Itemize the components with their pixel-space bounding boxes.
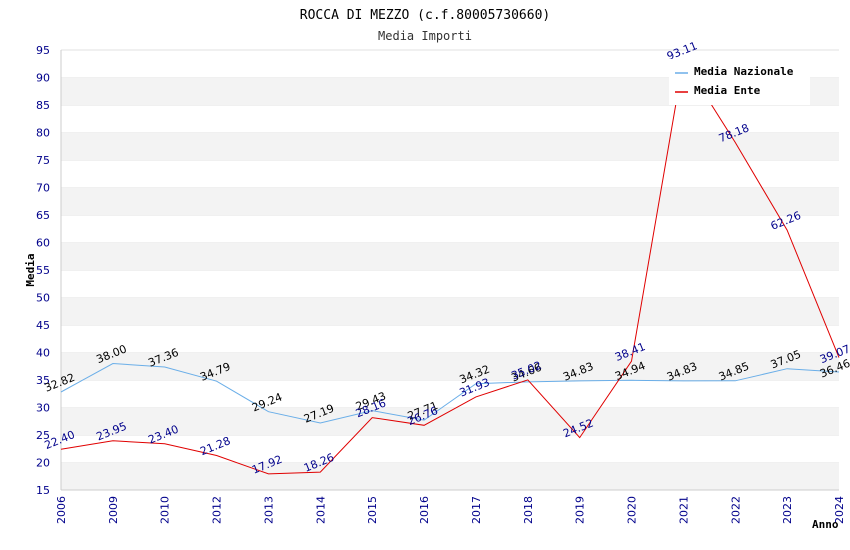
y-tick-label: 35 xyxy=(36,374,50,387)
y-tick-label: 70 xyxy=(36,182,50,195)
y-tick-label: 60 xyxy=(36,237,50,250)
y-tick-label: 50 xyxy=(36,292,50,305)
y-tick-label: 95 xyxy=(36,44,50,57)
grid-band xyxy=(61,435,839,463)
x-tick-label: 2019 xyxy=(574,496,587,524)
grid-band xyxy=(61,270,839,298)
y-tick-label: 65 xyxy=(36,209,50,222)
x-tick-label: 2014 xyxy=(314,496,327,524)
grid-band xyxy=(61,242,839,270)
x-tick-label: 2022 xyxy=(729,496,742,524)
grid-band xyxy=(61,105,839,133)
y-axis-label: Media xyxy=(24,253,37,286)
chart-subtitle: Media Importi xyxy=(378,29,472,43)
x-tick-label: 2021 xyxy=(677,496,690,524)
grid-band xyxy=(61,215,839,243)
x-tick-label: 2006 xyxy=(55,496,68,524)
y-tick-label: 25 xyxy=(36,429,50,442)
grid-band xyxy=(61,352,839,380)
axes xyxy=(60,50,839,491)
y-tick-label: 75 xyxy=(36,154,50,167)
x-tick-label: 2009 xyxy=(107,496,120,524)
x-tick-label: 2013 xyxy=(262,496,275,524)
y-tick-label: 15 xyxy=(36,484,50,497)
y-axis-ticks: 15 20 25 30 35 40 45 50 55 60 65 70 75 80 85 90 95 xyxy=(36,44,50,497)
grid-band xyxy=(61,297,839,325)
legend: Media Nazionale Media Ente xyxy=(669,59,810,105)
y-tick-label: 90 xyxy=(36,72,50,85)
x-axis-ticks: 2006 2009 2010 2012 2013 2014 2015 2016 2017 2018… xyxy=(55,496,846,524)
grid-band xyxy=(61,325,839,353)
grid-band xyxy=(61,132,839,160)
y-tick-label: 20 xyxy=(36,457,50,470)
grid-band xyxy=(61,187,839,215)
y-tick-label: 40 xyxy=(36,347,50,360)
x-axis-label: Anno xyxy=(812,518,839,531)
grid-band xyxy=(61,160,839,188)
x-tick-label: 2015 xyxy=(366,496,379,524)
x-tick-label: 2020 xyxy=(626,496,639,524)
y-tick-label: 55 xyxy=(36,264,50,277)
y-tick-label: 80 xyxy=(36,127,50,140)
legend-label-media-ente: Media Ente xyxy=(694,84,761,97)
series-line-media-nazionale xyxy=(60,362,840,424)
legend-label-media-nazionale: Media Nazionale xyxy=(694,65,794,78)
x-tick-label: 2018 xyxy=(522,496,535,524)
x-tick-label: 2010 xyxy=(159,496,172,524)
x-tick-label: 2024 xyxy=(833,496,846,524)
y-tick-label: 85 xyxy=(36,99,50,112)
x-tick-label: 2012 xyxy=(211,496,224,524)
y-tick-label: 45 xyxy=(36,319,50,332)
grid-band xyxy=(61,407,839,435)
chart-title: ROCCA DI MEZZO (c.f.80005730660) xyxy=(300,8,550,23)
x-tick-label: 2023 xyxy=(781,496,794,524)
grid-band xyxy=(61,462,839,490)
y-tick-label: 30 xyxy=(36,402,50,415)
grid-bands xyxy=(61,49,839,490)
x-tick-label: 2017 xyxy=(470,496,483,524)
legend-box xyxy=(669,59,810,105)
grid-band xyxy=(61,380,839,408)
x-tick-label: 2016 xyxy=(418,496,431,524)
